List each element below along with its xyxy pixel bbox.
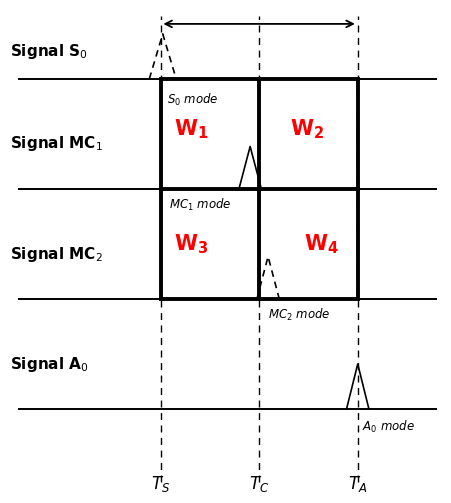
Text: $MC_2\ \it{mode}$: $MC_2\ \it{mode}$ — [268, 306, 331, 322]
Text: $\mathbf{W_2}$: $\mathbf{W_2}$ — [290, 117, 325, 141]
Text: $\mathbf{W_3}$: $\mathbf{W_3}$ — [174, 232, 208, 256]
Text: Signal S$_0$: Signal S$_0$ — [10, 42, 88, 61]
Text: Signal MC$_2$: Signal MC$_2$ — [10, 244, 103, 264]
Bar — [161, 79, 358, 299]
Text: $T_A$: $T_A$ — [348, 474, 368, 494]
Text: $MC_1\ \it{mode}$: $MC_1\ \it{mode}$ — [170, 197, 232, 213]
Text: $\mathbf{W_1}$: $\mathbf{W_1}$ — [174, 117, 208, 141]
Text: $S_0\ \it{mode}$: $S_0\ \it{mode}$ — [167, 92, 219, 108]
Text: $T_C$: $T_C$ — [249, 474, 269, 494]
Text: $\mathbf{W_4}$: $\mathbf{W_4}$ — [304, 232, 339, 256]
Text: $T_S$: $T_S$ — [151, 474, 170, 494]
Text: Signal MC$_1$: Signal MC$_1$ — [10, 134, 103, 153]
Text: $A_0\ \it{mode}$: $A_0\ \it{mode}$ — [362, 419, 415, 435]
Text: Signal A$_0$: Signal A$_0$ — [10, 355, 89, 374]
